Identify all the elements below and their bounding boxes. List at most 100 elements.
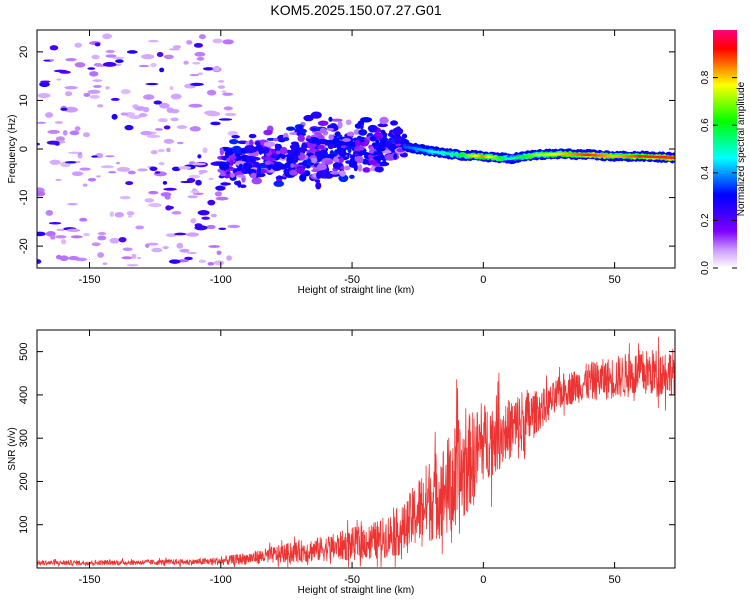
heatmap-blob (342, 138, 351, 142)
heatmap-blob (114, 212, 124, 218)
heatmap-blob (188, 103, 203, 108)
heatmap-blob (53, 69, 68, 73)
heatmap-blob (207, 261, 215, 266)
heatmap-blob (56, 228, 65, 231)
heatmap-blob (238, 163, 243, 168)
heatmap-blob (251, 177, 263, 185)
heatmap-blob (166, 147, 171, 153)
heatmap-blob (142, 106, 150, 113)
heatmap-blob (230, 172, 235, 178)
heatmap-blob (154, 128, 163, 131)
heatmap-blob (82, 183, 88, 187)
heatmap-blob (197, 154, 202, 159)
heatmap-blob (37, 259, 42, 264)
heatmap-blob (87, 89, 101, 94)
heatmap-blob (213, 65, 221, 72)
heatmap-blob (278, 163, 289, 170)
heatmap-blob (362, 167, 371, 173)
heatmap-blob (125, 181, 134, 186)
heatmap-blob (213, 260, 225, 266)
heatmap-blob (250, 172, 257, 179)
heatmap-blob (236, 174, 246, 178)
heatmap-blob (335, 148, 347, 155)
heatmap-blob (289, 144, 298, 150)
colorbar-tick-label: 0.4 (700, 165, 711, 179)
heatmap-blob (392, 135, 404, 144)
heatmap-blob (337, 121, 343, 129)
heatmap-blob (126, 211, 135, 216)
heatmap-blob (244, 145, 256, 154)
heatmap-blob (126, 264, 139, 267)
heatmap-blob (171, 211, 182, 215)
heatmap-blob (357, 163, 363, 172)
x-tick-label: 0 (480, 574, 486, 586)
heatmap-blob (131, 253, 137, 259)
heatmap-blob (219, 172, 227, 177)
heatmap-blob (212, 38, 223, 44)
heatmap-blob (273, 180, 285, 187)
heatmap-blob (240, 168, 246, 173)
heatmap-blob (206, 89, 217, 96)
heatmap-blob (105, 54, 117, 58)
heatmap-blob (190, 190, 200, 194)
heatmap-blob (91, 242, 101, 247)
heatmap-blob (60, 238, 67, 245)
heatmap-blob (323, 153, 330, 158)
heatmap-blob (207, 199, 216, 206)
heatmap-blob (159, 67, 165, 73)
heatmap-blob (176, 242, 184, 249)
heatmap-blob (347, 147, 352, 154)
heatmap-blob (218, 227, 227, 231)
heatmap-blob (153, 100, 163, 105)
heatmap-blob (239, 184, 247, 189)
heatmap-blob (377, 123, 389, 128)
heatmap-blob (116, 166, 131, 172)
heatmap-blob (310, 157, 318, 164)
heatmap-blob (102, 33, 112, 40)
heatmap-blob (109, 211, 114, 217)
heatmap-blob (248, 133, 257, 139)
heatmap-blob (49, 159, 61, 165)
heatmap-blob (317, 120, 329, 126)
heatmap-blob (219, 147, 225, 156)
x-tick-label: -100 (210, 274, 232, 286)
heatmap-blob (180, 180, 194, 184)
heatmap-blob (328, 134, 334, 141)
heatmap-blob (121, 256, 133, 260)
heatmap-blob (349, 154, 356, 159)
heatmap-blob (126, 50, 138, 54)
heatmap-blob (317, 169, 330, 177)
colorbar-tick-label: 0.8 (700, 70, 711, 84)
heatmap-blob (150, 149, 158, 155)
snr-plot-frame (36, 329, 676, 569)
heatmap-blob (198, 169, 208, 174)
heatmap-blob (165, 205, 172, 211)
heatmap-blob (68, 256, 80, 261)
heatmap-blob (339, 166, 345, 170)
heatmap-blob (148, 203, 162, 208)
heatmap-blob (102, 262, 108, 265)
heatmap-blob (261, 146, 270, 154)
heatmap-blob (74, 126, 81, 131)
heatmap-blob (224, 112, 237, 117)
heatmap-blob (147, 242, 159, 246)
heatmap-blob (162, 180, 168, 185)
heatmap-blob (162, 246, 169, 250)
heatmap-blob (170, 117, 179, 122)
heatmap-blob (380, 129, 386, 134)
heatmap-blob (251, 156, 261, 161)
heatmap-blob (354, 139, 361, 147)
heatmap-blob (229, 154, 237, 160)
heatmap-blob (37, 92, 51, 99)
heatmap-blob (300, 128, 307, 134)
y-tick-label: 300 (18, 429, 30, 447)
heatmap-blob (289, 132, 298, 136)
colorbar-tick-label: 0.2 (700, 213, 711, 227)
heatmap-blob (163, 187, 177, 191)
heatmap-blob (375, 146, 386, 152)
heatmap-blob (179, 248, 190, 253)
heatmap-blob (297, 134, 305, 142)
x-tick-label: 0 (480, 274, 486, 286)
heatmap-blob (120, 112, 129, 116)
